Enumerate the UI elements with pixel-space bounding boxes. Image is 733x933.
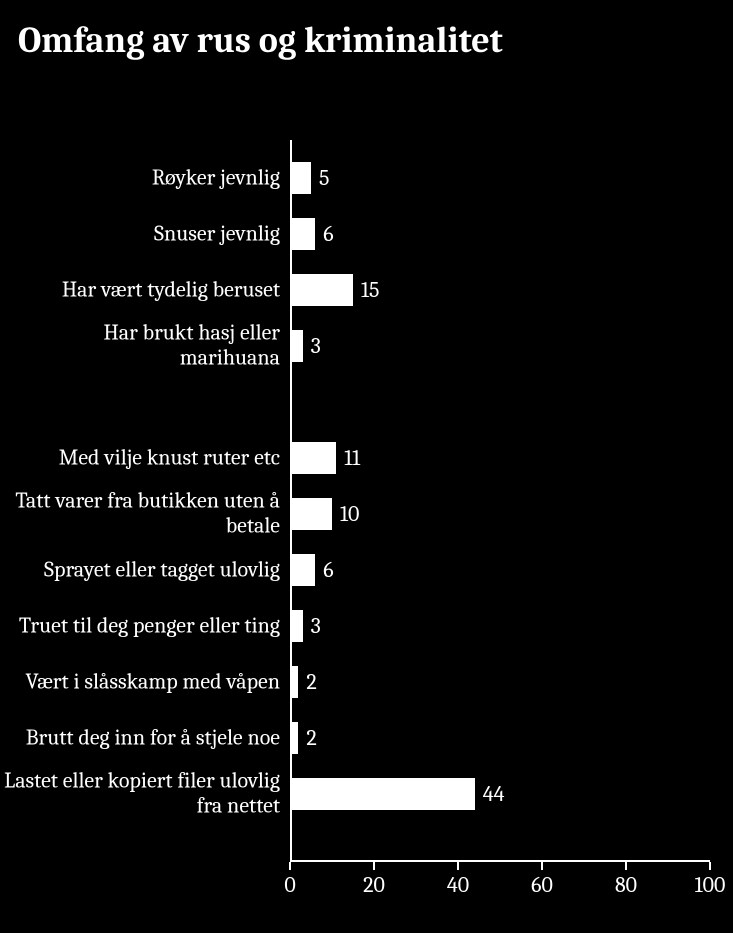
bar — [290, 442, 336, 474]
x-tick — [289, 862, 291, 870]
bar — [290, 554, 315, 586]
bar — [290, 778, 475, 810]
value-label: 6 — [323, 557, 333, 583]
category-label: Snuser jevnlig — [0, 221, 280, 246]
value-label: 2 — [306, 725, 316, 751]
bar — [290, 274, 353, 306]
bar — [290, 330, 303, 362]
category-label: Brutt deg inn for å stjele noe — [0, 725, 280, 750]
x-tick — [709, 862, 711, 870]
x-tick — [625, 862, 627, 870]
category-label: Med vilje knust ruter etc — [0, 445, 280, 470]
chart-row: Med vilje knust ruter etc 11 — [0, 430, 733, 486]
bar — [290, 610, 303, 642]
bar — [290, 498, 332, 530]
category-label: Tatt varer fra butikken uten å betale — [0, 489, 280, 540]
chart-row: Røyker jevnlig 5 — [0, 150, 733, 206]
value-label: 15 — [361, 277, 379, 303]
chart-row: Har brukt hasj eller marihuana 3 — [0, 318, 733, 374]
category-label: Lastet eller kopiert filer ulovlig fra n… — [0, 769, 280, 820]
x-tick-label: 40 — [447, 872, 469, 898]
category-label: Sprayet eller tagget ulovlig — [0, 557, 280, 582]
chart-title: Omfang av rus og kriminalitet — [0, 0, 733, 61]
x-axis-line — [290, 860, 710, 862]
x-tick-label: 0 — [284, 872, 295, 898]
value-label: 44 — [483, 781, 505, 807]
x-tick-label: 60 — [531, 872, 553, 898]
value-label: 6 — [323, 221, 333, 247]
x-tick — [457, 862, 459, 870]
value-label: 11 — [344, 445, 360, 471]
chart-row: Vært i slåsskamp med våpen 2 — [0, 654, 733, 710]
chart-row: Har vært tydelig beruset 15 — [0, 262, 733, 318]
chart-row: Truet til deg penger eller ting 3 — [0, 598, 733, 654]
bar — [290, 218, 315, 250]
value-label: 3 — [311, 613, 321, 639]
chart-row: Brutt deg inn for å stjele noe 2 — [0, 710, 733, 766]
x-tick — [541, 862, 543, 870]
chart-row: Sprayet eller tagget ulovlig 6 — [0, 542, 733, 598]
category-label: Røyker jevnlig — [0, 165, 280, 190]
value-label: 3 — [311, 333, 321, 359]
x-tick-label: 20 — [363, 872, 385, 898]
x-tick-label: 80 — [615, 872, 637, 898]
value-label: 5 — [319, 165, 329, 191]
bar — [290, 162, 311, 194]
chart-row: Snuser jevnlig 6 — [0, 206, 733, 262]
x-tick-label: 100 — [695, 872, 726, 898]
chart-row: Lastet eller kopiert filer ulovlig fra n… — [0, 766, 733, 822]
bar — [290, 722, 298, 754]
bar — [290, 666, 298, 698]
category-label: Har brukt hasj eller marihuana — [0, 321, 280, 372]
category-label: Vært i slåsskamp med våpen — [0, 669, 280, 694]
value-label: 2 — [306, 669, 316, 695]
bar-chart: 0 20 40 60 80 100 Røyker jevnlig 5 Snuser jevnl… — [0, 140, 733, 900]
value-label: 10 — [340, 501, 359, 527]
category-label: Har vært tydelig beruset — [0, 277, 280, 302]
category-label: Truet til deg penger eller ting — [0, 613, 280, 638]
chart-row: Tatt varer fra butikken uten å betale 10 — [0, 486, 733, 542]
x-tick — [373, 862, 375, 870]
